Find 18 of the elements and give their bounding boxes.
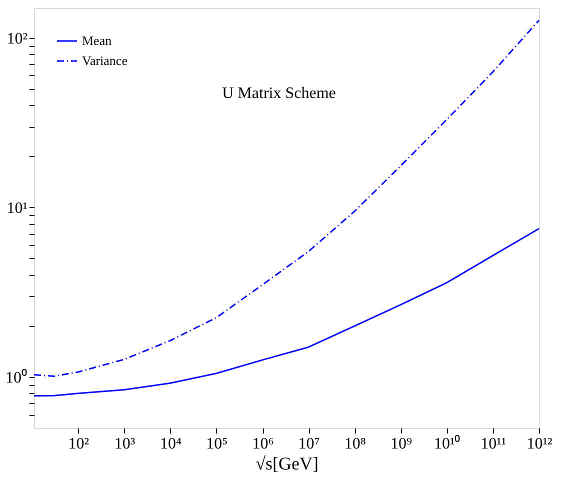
legend-label: Variance xyxy=(82,53,128,68)
annotation: U Matrix Scheme xyxy=(222,85,336,102)
x-tick-label: 10⁶ xyxy=(252,436,274,452)
x-tick-label: 10⁴ xyxy=(160,436,182,452)
y-tick-label: 10² xyxy=(6,30,28,48)
x-tick-label: 10⁷ xyxy=(298,436,320,452)
x-tick-label: 10¹⁰ xyxy=(434,434,461,452)
x-tick-label: 10⁸ xyxy=(344,436,366,452)
y-tick-label: 10¹ xyxy=(6,200,28,217)
x-tick-label: 10³ xyxy=(114,436,136,452)
legend-label: Mean xyxy=(82,33,112,48)
x-tick-label: 10² xyxy=(68,436,90,452)
x-tick-label: 10⁹ xyxy=(390,436,412,452)
x-tick-label: 10⁵ xyxy=(206,436,228,452)
x-tick-label: 10¹² xyxy=(526,436,552,452)
x-axis-title: √s[GeV] xyxy=(256,454,318,474)
x-tick-label: 10¹¹ xyxy=(480,436,506,452)
y-tick-label: 10⁰ xyxy=(6,368,28,386)
